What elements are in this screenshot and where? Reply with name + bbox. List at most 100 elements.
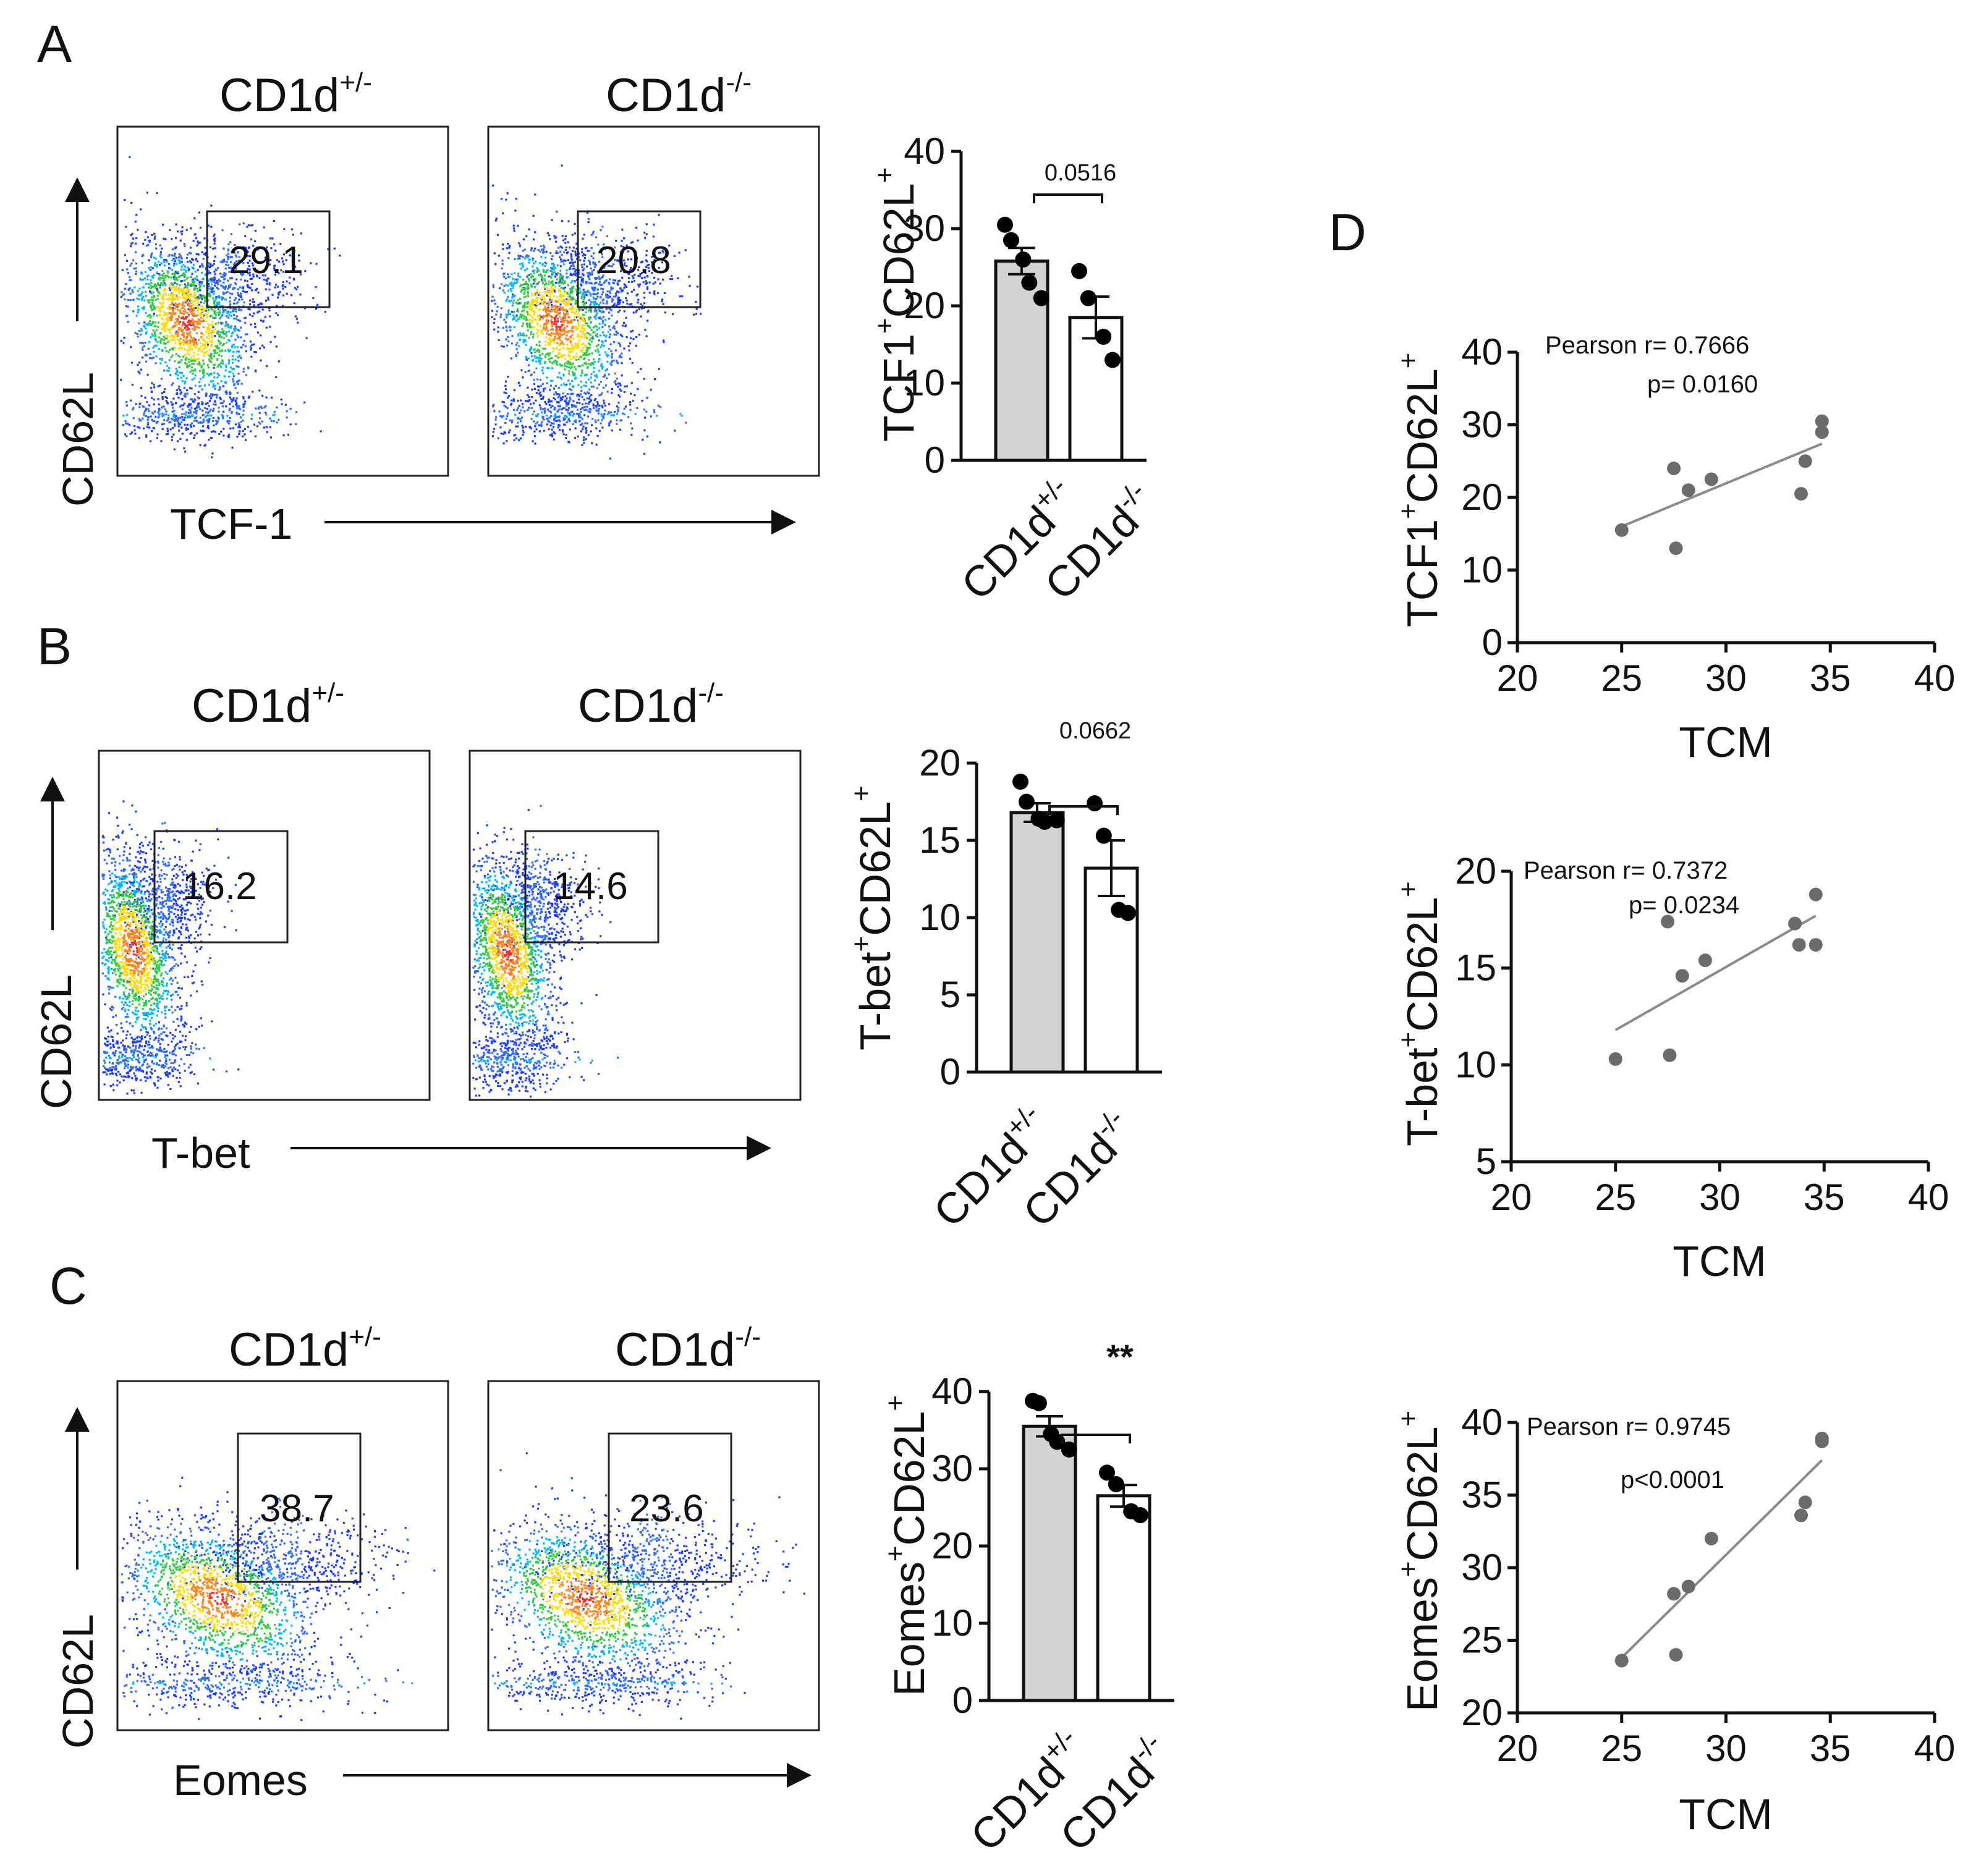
event-dot (164, 292, 167, 295)
y-tick-label: 30 (904, 208, 945, 249)
event-dot (581, 326, 583, 328)
event-dot (535, 304, 538, 307)
event-dot (226, 261, 228, 263)
event-dot (232, 375, 235, 378)
event-dot (185, 294, 188, 296)
event-dot (181, 273, 184, 276)
event-dot (506, 273, 509, 276)
event-dot (218, 301, 221, 303)
event-dot (555, 315, 558, 317)
event-dot (206, 343, 210, 346)
event-dot (625, 336, 628, 339)
event-dot (162, 294, 164, 297)
gate-het[interactable] (206, 210, 331, 308)
event-dot (158, 407, 160, 410)
event-dot (195, 410, 197, 413)
event-dot (224, 369, 227, 372)
event-dot (221, 402, 224, 404)
event-dot (491, 435, 494, 437)
event-dot (203, 355, 205, 357)
event-dot (598, 327, 601, 329)
event-dot (187, 289, 189, 292)
event-dot (574, 427, 577, 429)
event-dot (576, 335, 579, 337)
event-dot (603, 282, 606, 284)
event-dot (187, 303, 189, 306)
event-dot (155, 421, 158, 424)
event-dot (507, 311, 510, 313)
gate-ko[interactable] (577, 210, 702, 308)
event-dot (156, 420, 159, 423)
event-dot (600, 346, 602, 349)
event-dot (595, 310, 598, 312)
event-dot (621, 239, 623, 242)
event-dot (199, 416, 201, 419)
event-dot (590, 329, 593, 331)
event-dot (176, 370, 179, 373)
event-dot (219, 388, 221, 391)
event-dot (235, 246, 239, 248)
event-dot (153, 331, 156, 334)
event-dot (189, 344, 192, 347)
event-dot (173, 255, 176, 257)
event-dot (205, 310, 207, 312)
event-dot (193, 284, 195, 287)
event-dot (257, 303, 260, 306)
event-dot (544, 400, 546, 404)
event-dot (182, 297, 185, 300)
event-dot (252, 391, 254, 393)
event-dot (273, 410, 276, 413)
event-dot (585, 431, 588, 434)
event-dot (214, 431, 216, 433)
event-dot (572, 285, 575, 288)
event-dot (643, 276, 646, 279)
event-dot (199, 342, 201, 344)
event-dot (613, 414, 615, 416)
event-dot (237, 365, 240, 368)
event-dot (550, 332, 553, 334)
event-dot (632, 241, 634, 243)
event-dot (197, 358, 200, 360)
bar-ko[interactable] (1068, 316, 1124, 462)
event-dot (159, 332, 162, 334)
event-dot (175, 297, 177, 300)
event-dot (171, 238, 173, 240)
event-dot (205, 313, 207, 315)
event-dot (620, 245, 622, 247)
event-dot (512, 400, 515, 402)
event-dot (601, 415, 603, 417)
event-dot (210, 393, 213, 395)
event-dot (269, 315, 271, 318)
event-dot (629, 342, 632, 345)
event-dot (132, 237, 135, 240)
event-dot (216, 282, 219, 285)
event-dot (505, 198, 507, 201)
event-dot (232, 344, 235, 346)
event-dot (646, 396, 648, 399)
event-dot (175, 305, 177, 308)
event-dot (168, 267, 171, 269)
event-dot (569, 361, 572, 364)
event-dot (569, 398, 572, 400)
event-dot (560, 296, 562, 299)
event-dot (616, 405, 618, 408)
event-dot (105, 937, 108, 939)
event-dot (237, 294, 240, 297)
event-dot (514, 272, 516, 274)
event-dot (299, 294, 302, 296)
event-dot (182, 272, 185, 274)
event-dot (564, 415, 566, 417)
event-dot (571, 371, 574, 373)
event-dot (163, 391, 166, 394)
event-dot (512, 224, 515, 227)
event-dot (211, 1020, 213, 1023)
event-dot (601, 307, 603, 310)
event-dot (154, 335, 157, 337)
event-dot (505, 316, 508, 319)
event-dot (588, 308, 591, 310)
event-dot (624, 284, 627, 287)
event-dot (233, 382, 236, 386)
event-dot (586, 272, 589, 274)
event-dot (258, 412, 261, 415)
event-dot (527, 284, 530, 287)
